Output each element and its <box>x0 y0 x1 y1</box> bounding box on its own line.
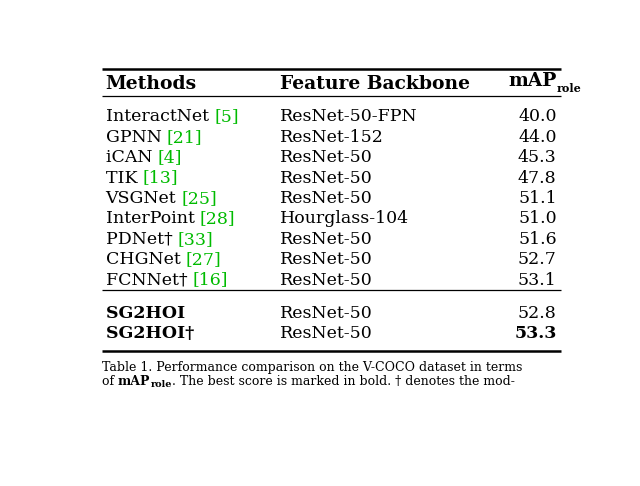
Text: 52.7: 52.7 <box>518 251 557 268</box>
Text: [27]: [27] <box>186 251 221 268</box>
Text: ResNet-50: ResNet-50 <box>280 325 372 342</box>
Text: FCNNet†: FCNNet† <box>106 272 193 289</box>
Text: Methods: Methods <box>106 75 196 93</box>
Text: ResNet-50: ResNet-50 <box>280 272 372 289</box>
Text: 40.0: 40.0 <box>518 108 557 125</box>
Text: ResNet-50: ResNet-50 <box>280 149 372 166</box>
Text: ResNet-50: ResNet-50 <box>280 251 372 268</box>
Text: [16]: [16] <box>193 272 228 289</box>
Text: PDNet†: PDNet† <box>106 231 178 248</box>
Text: [21]: [21] <box>167 129 203 146</box>
Text: [28]: [28] <box>200 210 236 227</box>
Text: ResNet-50: ResNet-50 <box>280 170 372 187</box>
Text: Table 1. Performance comparison on the V-COCO dataset in terms: Table 1. Performance comparison on the V… <box>102 361 522 374</box>
Text: GPNN: GPNN <box>106 129 167 146</box>
Text: InterPoint: InterPoint <box>106 210 200 227</box>
Text: ResNet-152: ResNet-152 <box>280 129 384 146</box>
Text: TIK: TIK <box>106 170 143 187</box>
Text: 51.6: 51.6 <box>518 231 557 248</box>
Text: SG2HOI: SG2HOI <box>106 305 191 322</box>
Text: ResNet-50: ResNet-50 <box>280 305 372 322</box>
Text: CHGNet: CHGNet <box>106 251 186 268</box>
Text: 53.3: 53.3 <box>515 325 557 342</box>
Text: ResNet-50-FPN: ResNet-50-FPN <box>280 108 417 125</box>
Text: [5]: [5] <box>214 108 239 125</box>
Text: [13]: [13] <box>143 170 179 187</box>
Text: 47.8: 47.8 <box>518 170 557 187</box>
Text: of: of <box>102 375 118 388</box>
Text: mAP: mAP <box>508 71 557 89</box>
Text: 52.8: 52.8 <box>518 305 557 322</box>
Text: role: role <box>150 381 172 389</box>
Text: [25]: [25] <box>182 190 218 207</box>
Text: 44.0: 44.0 <box>518 129 557 146</box>
Text: [4]: [4] <box>157 149 182 166</box>
Text: VSGNet: VSGNet <box>106 190 182 207</box>
Text: Hourglass-104: Hourglass-104 <box>280 210 409 227</box>
Text: role: role <box>557 83 581 94</box>
Text: [33]: [33] <box>178 231 214 248</box>
Text: 45.3: 45.3 <box>518 149 557 166</box>
Text: mAP: mAP <box>118 375 150 388</box>
Text: . The best score is marked in bold. † denotes the mod-: . The best score is marked in bold. † de… <box>172 375 515 388</box>
Text: 51.0: 51.0 <box>518 210 557 227</box>
Text: 51.1: 51.1 <box>518 190 557 207</box>
Text: InteractNet: InteractNet <box>106 108 214 125</box>
Text: ResNet-50: ResNet-50 <box>280 231 372 248</box>
Text: Feature Backbone: Feature Backbone <box>280 75 470 93</box>
Text: SG2HOI†: SG2HOI† <box>106 325 200 342</box>
Text: 53.1: 53.1 <box>518 272 557 289</box>
Text: iCAN: iCAN <box>106 149 157 166</box>
Text: ResNet-50: ResNet-50 <box>280 190 372 207</box>
